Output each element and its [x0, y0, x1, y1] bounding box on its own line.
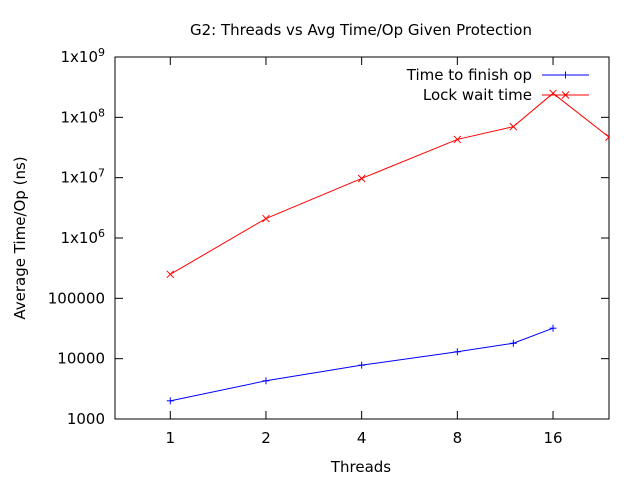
y-tick-label-4-exponent: 7: [98, 167, 105, 180]
y-tick-label-2: 100000: [48, 289, 105, 307]
series-1-point-1-diagonal-b: [262, 214, 270, 223]
series-1-point-4-diagonal-b: [509, 122, 518, 131]
plot-frame-layer: [114, 56, 610, 420]
series-1-point-4: [509, 122, 518, 131]
x-tick-label-3: 8: [453, 429, 463, 447]
series-0-point-3: [453, 348, 461, 356]
series-layer: [166, 89, 609, 405]
y-tick-label-0: 1000: [67, 410, 105, 428]
series-1-point-5: [549, 89, 557, 98]
y-tick-label-4: 1x107: [60, 167, 105, 187]
series-1-point-3-diagonal-b: [453, 135, 462, 144]
y-tick-label-6-exponent: 9: [98, 46, 105, 59]
x-tick-label-0: 1: [166, 429, 176, 447]
series-0-point-5: [549, 324, 557, 332]
series-1-point-1: [262, 214, 270, 223]
series-1-point-2: [357, 174, 366, 183]
legend-entry-0: Time to finish op: [406, 66, 589, 84]
y-tick-label-5-exponent: 8: [98, 106, 105, 119]
series-1: [166, 89, 609, 279]
legend-label-1: Lock wait time: [423, 86, 532, 104]
y-axis-ticks: 1000 10000 100000 1x106 1x107 1x108 1x109: [48, 46, 609, 428]
legend-marker-1-diagonal-b: [561, 91, 570, 99]
series-1-point-5-diagonal-b: [549, 89, 557, 98]
series-0-point-1: [262, 377, 270, 385]
series-1-point-6-diagonal-b: [605, 136, 609, 141]
y-tick-label-5: 1x108: [60, 106, 105, 126]
series-0-point-4: [509, 339, 517, 347]
x-axis-label: Threads: [330, 458, 391, 476]
legend: Time to finish op Lock wait time: [406, 66, 589, 104]
series-1-point-6-diagonal-a: [605, 133, 609, 138]
x-tick-label-1: 2: [261, 429, 271, 447]
y-tick-label-6: 1x109: [60, 46, 105, 66]
series-0-line: [170, 327, 554, 402]
chart-title: G2: Threads vs Avg Time/Op Given Protect…: [190, 21, 532, 39]
legend-marker-0: [562, 71, 569, 79]
series-1-point-6: [605, 133, 609, 141]
series-1-point-0: [166, 270, 175, 279]
legend-marker-1: [561, 91, 570, 99]
x-tick-label-2: 4: [357, 429, 367, 447]
series-0-point-2: [358, 361, 366, 369]
series-1-point-3: [453, 135, 462, 144]
series-0: [166, 324, 557, 405]
x-axis-ticks: 1 2 4 8 16: [166, 57, 563, 447]
series-1-point-0-diagonal-b: [166, 270, 175, 279]
series-1-point-2-diagonal-b: [357, 174, 366, 183]
y-tick-label-3-exponent: 6: [98, 227, 105, 240]
y-tick-label-3: 1x106: [60, 227, 105, 247]
plot-frame: [114, 56, 610, 420]
x-tick-label-4: 16: [543, 429, 562, 447]
legend-label-0: Time to finish op: [406, 66, 532, 84]
series-0-point-0: [166, 397, 174, 405]
legend-entry-1: Lock wait time: [423, 86, 589, 104]
y-axis-label: Average Time/Op (ns): [11, 156, 29, 319]
y-tick-label-1: 10000: [57, 350, 105, 368]
